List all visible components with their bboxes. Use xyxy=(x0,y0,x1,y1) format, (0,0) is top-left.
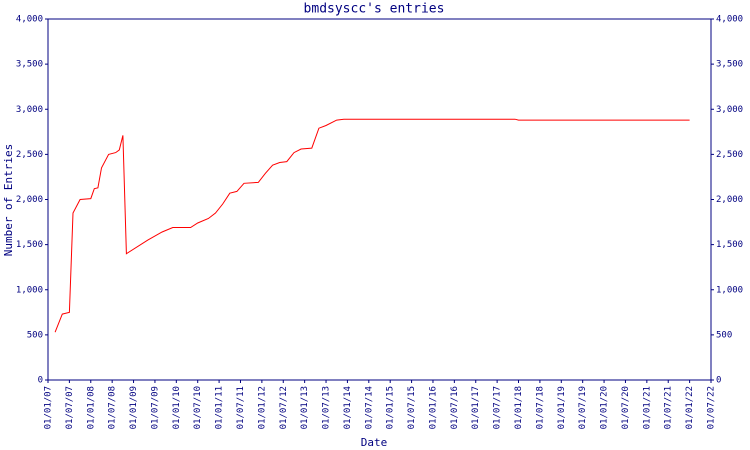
y2-tick-label: 1,000 xyxy=(716,285,743,295)
y-tick-label: 3,500 xyxy=(16,60,43,70)
y2-tick-label: 1,500 xyxy=(716,240,743,250)
y2-tick-label: 3,000 xyxy=(716,105,743,115)
y-axis-label: Number of Entries xyxy=(2,144,15,257)
chart-title: bmdsyscc's entries xyxy=(304,2,445,17)
x-tick-label: 01/01/19 xyxy=(557,386,567,429)
x-tick-label: 01/07/10 xyxy=(193,386,203,429)
y-tick-label: 4,000 xyxy=(16,15,43,25)
data-line xyxy=(54,118,690,333)
y-tick-label: 1,000 xyxy=(16,285,43,295)
x-tick-label: 01/07/08 xyxy=(108,386,118,429)
y2-tick-label: 2,500 xyxy=(716,150,743,160)
y2-tick-label: 2,000 xyxy=(716,195,743,205)
x-tick-label: 01/01/22 xyxy=(685,386,695,429)
x-tick-label: 01/01/10 xyxy=(172,386,182,429)
x-tick-label: 01/07/09 xyxy=(150,386,160,429)
x-tick-label: 01/01/17 xyxy=(471,386,481,429)
y-tick-label: 2,500 xyxy=(16,150,43,160)
y-tick-label: 0 xyxy=(38,376,43,386)
x-tick-label: 01/01/13 xyxy=(300,386,310,429)
x-axis-label: Date xyxy=(361,436,388,449)
y2-tick-label: 4,000 xyxy=(716,15,743,25)
x-tick-label: 01/01/09 xyxy=(129,386,139,429)
x-tick-label: 01/07/07 xyxy=(65,386,75,429)
x-tick-label: 01/01/16 xyxy=(428,386,438,429)
x-tick-label: 01/07/12 xyxy=(279,386,289,429)
x-tick-label: 01/07/13 xyxy=(322,386,332,429)
x-tick-label: 01/07/17 xyxy=(493,386,503,429)
plot-frame xyxy=(47,18,712,381)
x-tick-label: 01/07/20 xyxy=(621,386,631,429)
x-tick-label: 01/01/15 xyxy=(386,386,396,429)
x-tick-label: 01/01/07 xyxy=(44,386,54,429)
x-tick-label: 01/01/12 xyxy=(257,386,267,429)
x-tick-label: 01/07/15 xyxy=(407,386,417,429)
x-tick-label: 01/07/21 xyxy=(664,386,674,429)
x-tick-label: 01/01/18 xyxy=(514,386,524,429)
x-tick-label: 01/07/14 xyxy=(364,386,374,429)
x-tick-label: 01/07/11 xyxy=(236,386,246,429)
y-tick-label: 1,500 xyxy=(16,240,43,250)
y2-tick-label: 500 xyxy=(716,330,732,340)
y-tick-label: 2,000 xyxy=(16,195,43,205)
x-tick-label: 01/01/11 xyxy=(215,386,225,429)
x-tick-label: 01/01/20 xyxy=(600,386,610,429)
y2-tick-label: 0 xyxy=(716,376,721,386)
x-tick-label: 01/07/18 xyxy=(535,386,545,429)
y-tick-label: 500 xyxy=(27,330,43,340)
x-tick-label: 01/07/22 xyxy=(707,386,717,429)
x-tick-label: 01/01/21 xyxy=(642,386,652,429)
x-tick-label: 01/07/19 xyxy=(578,386,588,429)
x-tick-label: 01/01/14 xyxy=(343,386,353,429)
y-tick-label: 3,000 xyxy=(16,105,43,115)
x-tick-label: 01/07/16 xyxy=(450,386,460,429)
y2-tick-label: 3,500 xyxy=(716,60,743,70)
x-tick-label: 01/01/08 xyxy=(86,386,96,429)
